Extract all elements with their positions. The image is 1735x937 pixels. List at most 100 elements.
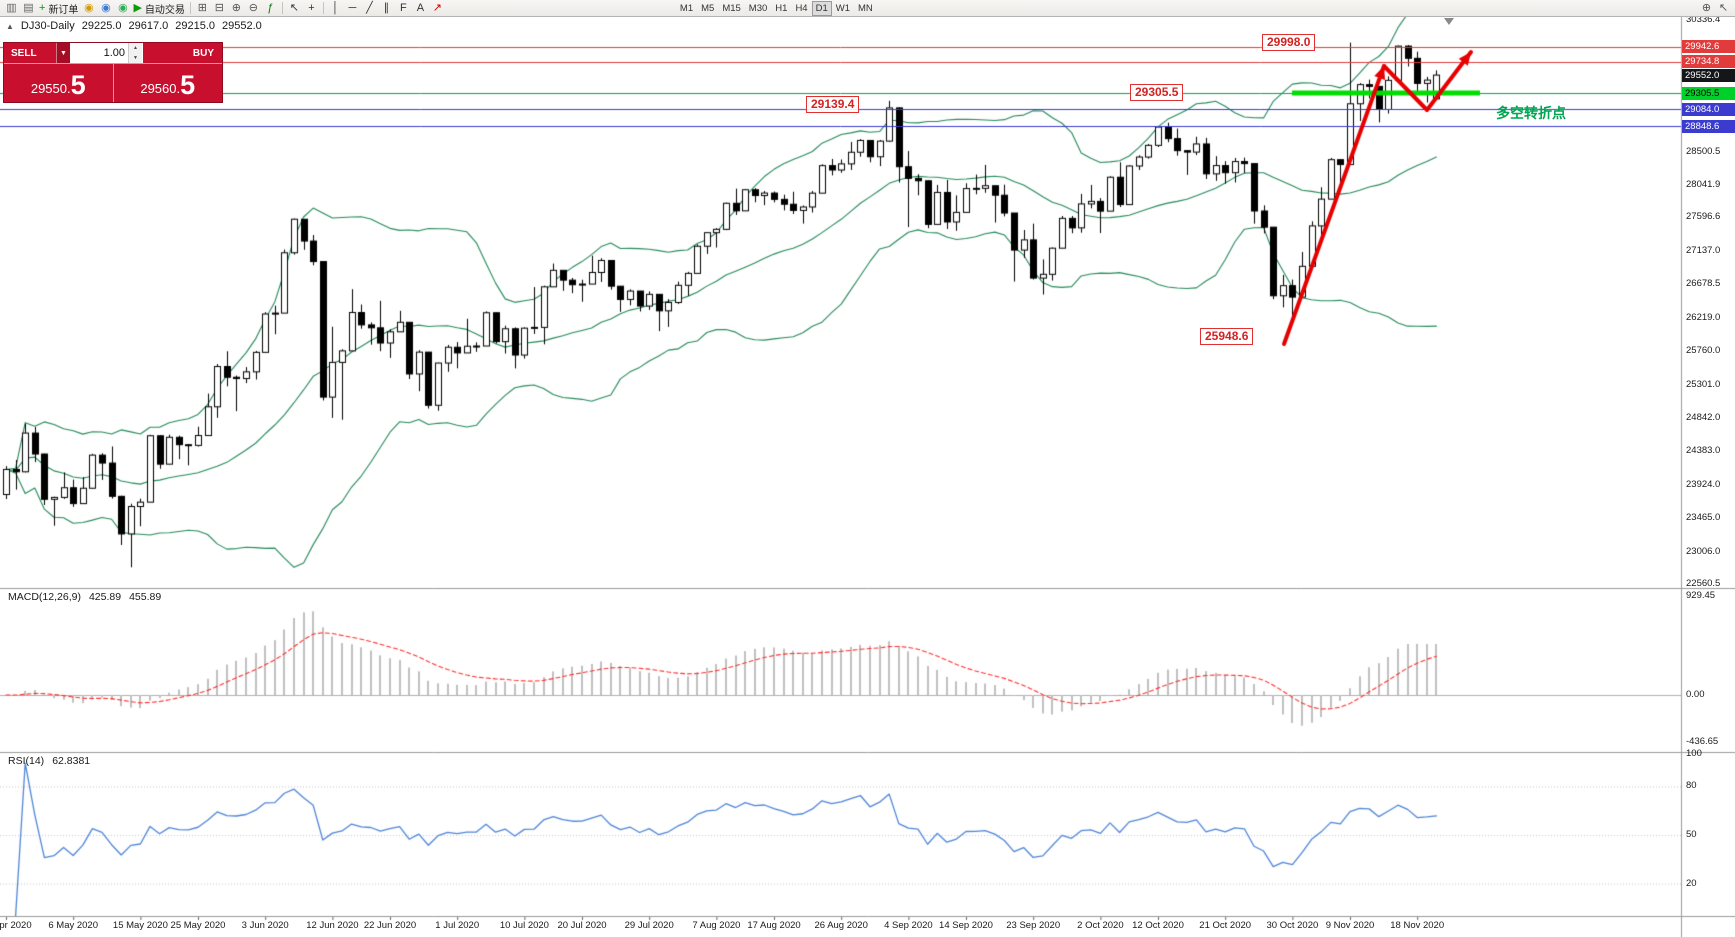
sell-button[interactable]: SELL <box>4 43 56 63</box>
channel-button[interactable]: ∥ <box>378 1 395 16</box>
zoom-out-button[interactable]: ⊖ <box>245 1 262 16</box>
chart-profiles-button[interactable]: ▤ <box>20 1 37 16</box>
one-click-trading-panel: SELL ▼ 1.00 ▲ ▼ BUY 29550. 5 29560. 5 <box>3 42 223 103</box>
cursor-icon: ↖ <box>289 1 300 14</box>
date-label: 4 Sep 2020 <box>884 920 933 931</box>
pointer-button[interactable]: ↖ <box>1715 1 1732 16</box>
price-axis-label: 24383.0 <box>1686 445 1721 457</box>
trendline-icon: ╱ <box>366 1 373 14</box>
date-label: 22 Jun 2020 <box>363 920 417 931</box>
trade-panel-prices: 29550. 5 29560. 5 <box>4 64 222 102</box>
rsi-axis-label: 20 <box>1686 877 1697 889</box>
buy-price[interactable]: 29560. 5 <box>112 64 223 102</box>
rsi-axis-label: 100 <box>1686 748 1702 759</box>
timeframe-mn-button[interactable]: MN <box>854 1 877 16</box>
cursor-button[interactable]: ↖ <box>286 1 303 16</box>
new-chart-button[interactable]: ▥ <box>3 1 20 16</box>
price-label-box[interactable]: 29139.4 <box>806 96 860 114</box>
price-label-box[interactable]: 29998.0 <box>1262 33 1316 51</box>
arrows-tool-button[interactable]: ↗ <box>429 1 446 16</box>
price-axis-label: 27596.6 <box>1686 211 1721 223</box>
volume-up-button[interactable]: ▲ <box>129 43 142 53</box>
sell-dropdown-button[interactable]: ▼ <box>56 43 70 63</box>
price-axis-label: 22560.5 <box>1686 578 1721 589</box>
vertical-line-icon: │ <box>331 1 339 14</box>
price-axis-label: 26678.5 <box>1686 278 1721 290</box>
price-axis-label: 28500.5 <box>1686 145 1721 157</box>
price-axis-label: 27137.0 <box>1686 244 1721 256</box>
arrow-tool-icon: ↗ <box>432 1 443 14</box>
cascade-windows-button[interactable]: ⊟ <box>211 1 228 16</box>
text-button[interactable]: A <box>412 1 429 16</box>
price-axis-label: 25301.0 <box>1686 378 1721 390</box>
plus-icon: + <box>39 1 46 14</box>
open-value: 29225.0 <box>81 20 122 32</box>
date-label: 3 Jun 2020 <box>241 920 289 931</box>
indicators-button[interactable]: ƒ <box>262 1 279 16</box>
community-button[interactable]: ◉ <box>97 1 114 16</box>
timeframe-d1-button[interactable]: D1 <box>811 0 832 16</box>
date-label: 15 May 2020 <box>112 920 168 931</box>
chart-header: ▲ DJ30-Daily 29225.0 29617.0 29215.0 295… <box>6 20 262 32</box>
timeframe-w1-button[interactable]: W1 <box>832 1 854 16</box>
rsi-axis-label: 80 <box>1686 780 1697 792</box>
volume-down-button[interactable]: ▼ <box>129 53 142 63</box>
zoom-in-button[interactable]: ⊕ <box>228 1 245 16</box>
macd-axis-label: -436.65 <box>1686 735 1719 747</box>
market-button[interactable]: ◉ <box>114 1 131 16</box>
sell-price[interactable]: 29550. 5 <box>4 64 113 102</box>
note-annotation[interactable]: 多空转折点 <box>1496 105 1566 121</box>
price-axis-label: 23924.0 <box>1686 478 1721 490</box>
one-click-toggle-icon[interactable]: ▲ <box>6 21 14 31</box>
timeframe-m30-button[interactable]: M30 <box>745 1 771 16</box>
price-axis-label: 28041.9 <box>1686 179 1721 190</box>
price-axis-label: 24842.0 <box>1686 411 1721 423</box>
zoom-out-icon: ⊖ <box>248 1 259 14</box>
price-tag: 29305.5 <box>1682 86 1735 100</box>
trade-panel-top-row: SELL ▼ 1.00 ▲ ▼ BUY <box>4 43 222 64</box>
trendline-button[interactable]: ╱ <box>361 1 378 16</box>
date-label: 21 Oct 2020 <box>1199 920 1252 931</box>
search-button[interactable]: ⊕ <box>1698 1 1715 16</box>
date-label: 1 Jul 2020 <box>435 920 480 931</box>
timeframe-h1-button[interactable]: H1 <box>771 1 791 16</box>
date-label: 9 Nov 2020 <box>1325 920 1375 931</box>
market-icon: ◉ <box>118 1 128 14</box>
date-label: 25 May 2020 <box>170 920 226 931</box>
low-value: 29215.0 <box>175 20 216 32</box>
price-label-box[interactable]: 29305.5 <box>1130 84 1184 102</box>
community-icon: ◉ <box>101 1 111 14</box>
close-value: 29552.0 <box>222 20 262 32</box>
rsi-name: RSI(14) <box>8 755 45 767</box>
timeframe-m1-button[interactable]: M1 <box>676 1 697 16</box>
date-label: 20 Jul 2020 <box>557 920 607 931</box>
price-label-box[interactable]: 25948.6 <box>1200 328 1254 346</box>
new-order-button[interactable]: + 新订单 <box>37 1 80 16</box>
crosshair-button[interactable]: + <box>303 1 320 16</box>
timeframe-m15-button[interactable]: M15 <box>718 1 744 16</box>
volume-value[interactable]: 1.00 <box>103 47 125 59</box>
price-axis-label: 23006.0 <box>1686 545 1721 557</box>
date-label: 10 Jul 2020 <box>499 920 549 931</box>
buy-button[interactable]: BUY <box>143 43 222 63</box>
rsi-panel-label: RSI(14) 62.8381 <box>8 755 90 767</box>
channel-icon: ∥ <box>383 1 390 14</box>
horizontal-line-button[interactable]: ─ <box>344 1 361 16</box>
profiles-icon: ▤ <box>23 1 34 14</box>
tile-windows-button[interactable]: ⊞ <box>194 1 211 16</box>
coins-icon: ◉ <box>84 1 94 14</box>
date-label: 23 Sep 2020 <box>1006 920 1061 931</box>
date-label: 7 Aug 2020 <box>692 920 741 931</box>
history-center-button[interactable]: ◉ <box>80 1 97 16</box>
chart-shift-marker[interactable] <box>1444 18 1454 25</box>
date-label: 17 Aug 2020 <box>747 920 801 931</box>
vertical-line-button[interactable]: │ <box>327 1 344 16</box>
price-tag: 29734.8 <box>1682 55 1735 69</box>
fibonacci-button[interactable]: F <box>395 1 412 16</box>
auto-trading-button[interactable]: ▶ 自动交易 <box>131 1 186 16</box>
date-label: 26 Aug 2020 <box>814 920 868 931</box>
timeframe-h4-button[interactable]: H4 <box>791 1 811 16</box>
timeframe-m5-button[interactable]: M5 <box>697 1 718 16</box>
volume-field[interactable]: 1.00 ▲ ▼ <box>70 43 143 63</box>
